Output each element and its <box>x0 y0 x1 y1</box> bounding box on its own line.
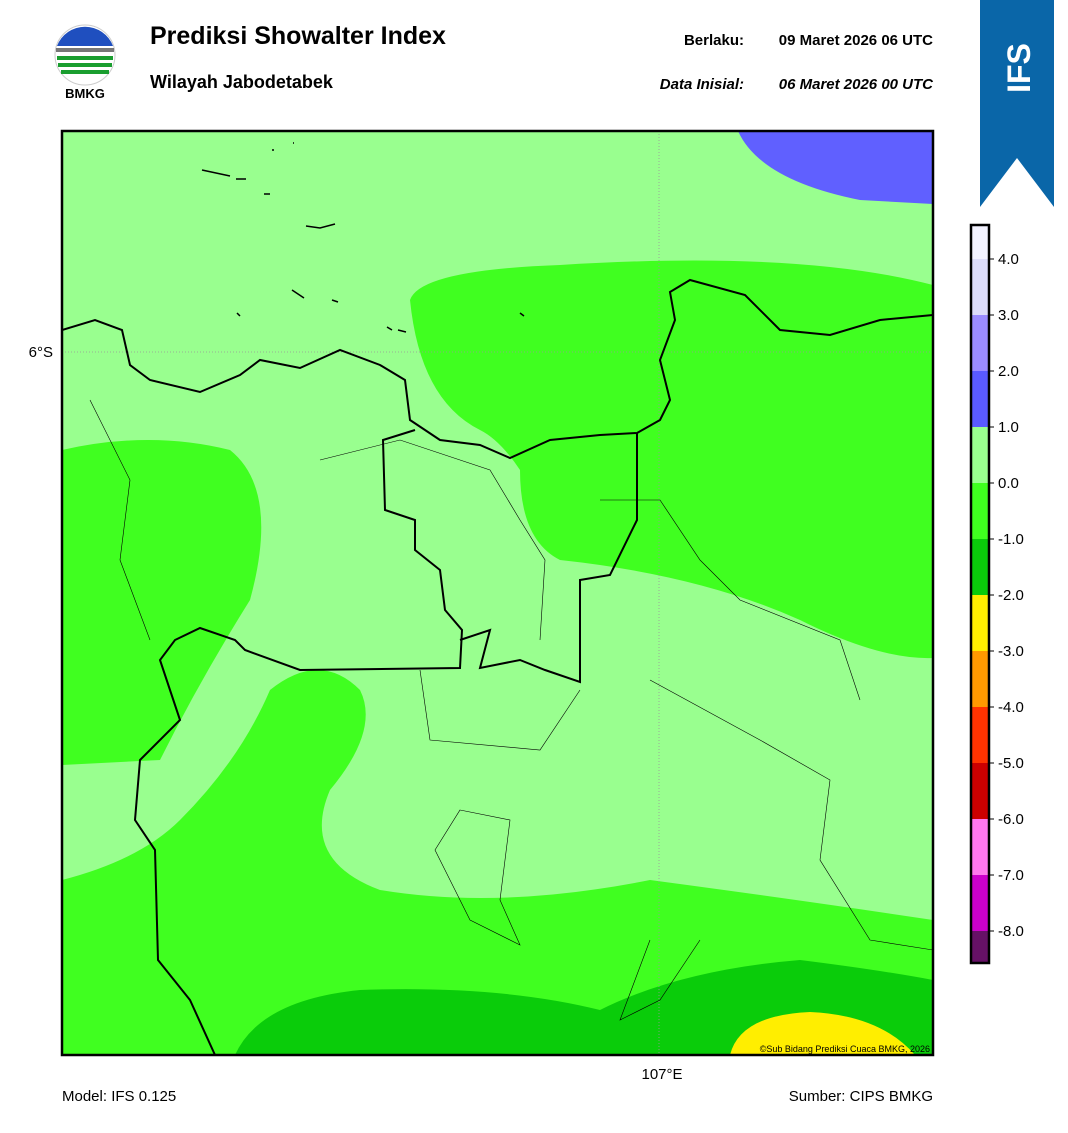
colorbar-label: 2.0 <box>998 363 1019 380</box>
colorbar-label: 1.0 <box>998 419 1019 436</box>
colorbar-label: 0.0 <box>998 475 1019 492</box>
colorbar-segment <box>971 931 989 963</box>
colorbar-segment <box>971 539 989 595</box>
colorbar-segment <box>971 763 989 819</box>
logo: BMKG <box>54 24 116 101</box>
badge-text: IFS <box>1001 43 1037 93</box>
colorbar-segment <box>971 483 989 539</box>
badge <box>980 0 1054 207</box>
colorbar-label: -5.0 <box>998 755 1024 772</box>
colorbar-segment <box>971 259 989 315</box>
colorbar-segment <box>971 595 989 651</box>
colorbar-segment <box>971 315 989 371</box>
colorbar-label: 4.0 <box>998 251 1019 268</box>
valid-label: Berlaku: <box>684 32 744 49</box>
colorbar-segment <box>971 225 989 259</box>
colorbar-label: -6.0 <box>998 811 1024 828</box>
init-time: 06 Maret 2026 00 UTC <box>779 76 934 93</box>
colorbar-segment <box>971 875 989 931</box>
map <box>62 131 933 1055</box>
valid-time: 09 Maret 2026 06 UTC <box>779 32 933 49</box>
colorbar-segment <box>971 819 989 875</box>
colorbar-label: -1.0 <box>998 531 1024 548</box>
credit: ©Sub Bidang Prediksi Cuaca BMKG, 2026 <box>760 1044 930 1054</box>
subtitle: Wilayah Jabodetabek <box>150 72 334 92</box>
source: Sumber: CIPS BMKG <box>789 1088 933 1105</box>
map-frame <box>60 129 935 1057</box>
colorbar-segment <box>971 651 989 707</box>
colorbar-segment <box>971 427 989 483</box>
colorbar-label: -4.0 <box>998 699 1024 716</box>
title: Prediksi Showalter Index <box>150 22 446 50</box>
colorbar-label: -2.0 <box>998 587 1024 604</box>
lon-label: 107°E <box>641 1066 682 1083</box>
colorbar-label: 3.0 <box>998 307 1019 324</box>
colorbar-segment <box>971 707 989 763</box>
model: Model: IFS 0.125 <box>62 1088 176 1105</box>
lat-label: 6°S <box>29 344 53 361</box>
colorbar-label: -7.0 <box>998 867 1024 884</box>
colorbar: 4.0 3.0 2.0 1.0 0.0 -1.0 -2.0 -3.0 -4.0 -5.0 -6.0 -… <box>969 223 1024 965</box>
colorbar-frame <box>969 223 991 965</box>
logo-text: BMKG <box>65 86 105 101</box>
init-label: Data Inisial: <box>660 76 744 93</box>
colorbar-label: -3.0 <box>998 643 1024 660</box>
colorbar-segment <box>971 371 989 427</box>
colorbar-label: -8.0 <box>998 923 1024 940</box>
